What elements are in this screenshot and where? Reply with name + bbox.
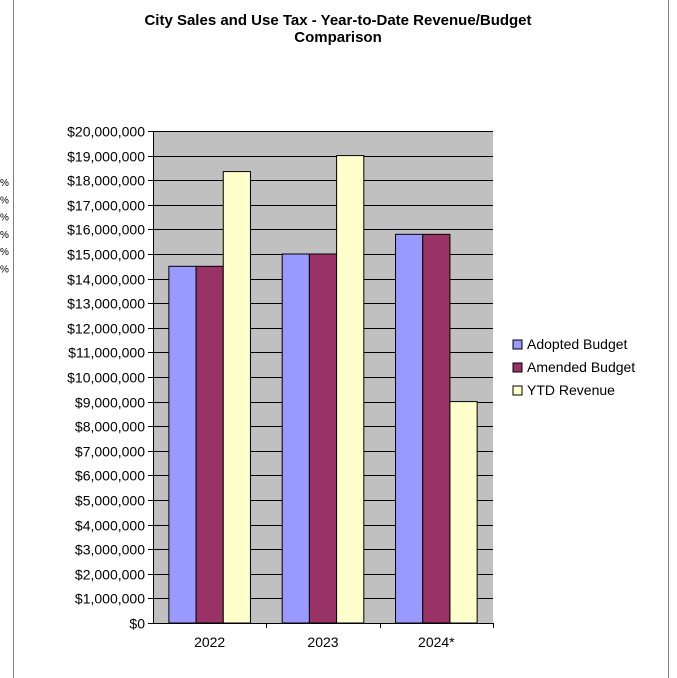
y-tick-label: $10,000,000 [67,370,145,386]
bar-ytd-revenue [449,401,478,624]
y-tick-label: $1,000,000 [75,591,145,607]
x-tick-label: 2022 [194,634,225,650]
bar-adopted-budget [168,265,197,624]
legend-label: Adopted Budget [527,336,628,352]
bar-ytd-revenue [336,155,365,624]
legend-label: Amended Budget [527,359,635,375]
y-tick-label: $17,000,000 [67,198,145,214]
y-tick-label: $12,000,000 [67,321,145,337]
y-tick-label: $3,000,000 [75,542,145,558]
y-tick-label: $18,000,000 [67,173,145,189]
bar-amended-budget [422,233,451,624]
y-tick-label: $6,000,000 [75,468,145,484]
legend-label: YTD Revenue [527,382,615,398]
bar-adopted-budget [281,253,310,624]
y-tick-label: $4,000,000 [75,518,145,534]
chart-title-line: City Sales and Use Tax - Year-to-Date Re… [144,12,531,29]
bar-amended-budget [195,265,224,624]
y-tick-label: $20,000,000 [67,124,145,140]
y-tick-label: $19,000,000 [67,149,145,165]
chart-title-line: Comparison [294,29,382,46]
bar-ytd-revenue [222,171,251,624]
x-tick-label: 2023 [307,634,338,650]
y-tick-label: $8,000,000 [75,419,145,435]
y-tick-label: $0 [129,616,145,632]
y-tick-label: $7,000,000 [75,444,145,460]
y-tick-label: $11,000,000 [68,345,145,361]
edge-fragment: % [0,247,9,258]
edge-fragment: % [0,213,9,224]
bar-amended-budget [308,253,338,624]
edge-fragment: % [0,178,9,189]
y-tick-label: $5,000,000 [75,493,145,509]
legend-swatch [512,385,523,396]
y-tick-label: $14,000,000 [67,272,145,288]
x-tick-label: 2024* [418,634,455,650]
edge-fragment: % [0,265,9,276]
bar-adopted-budget [395,233,424,624]
y-tick-label: $16,000,000 [67,222,145,238]
y-tick-label: $13,000,000 [67,296,145,312]
legend-swatch [512,362,523,373]
y-tick-label: $15,000,000 [67,247,145,263]
edge-fragment: % [0,230,9,241]
y-tick-label: $2,000,000 [75,567,145,583]
y-tick-label: $9,000,000 [75,395,145,411]
legend-swatch [512,339,523,350]
edge-fragment: % [0,195,9,206]
